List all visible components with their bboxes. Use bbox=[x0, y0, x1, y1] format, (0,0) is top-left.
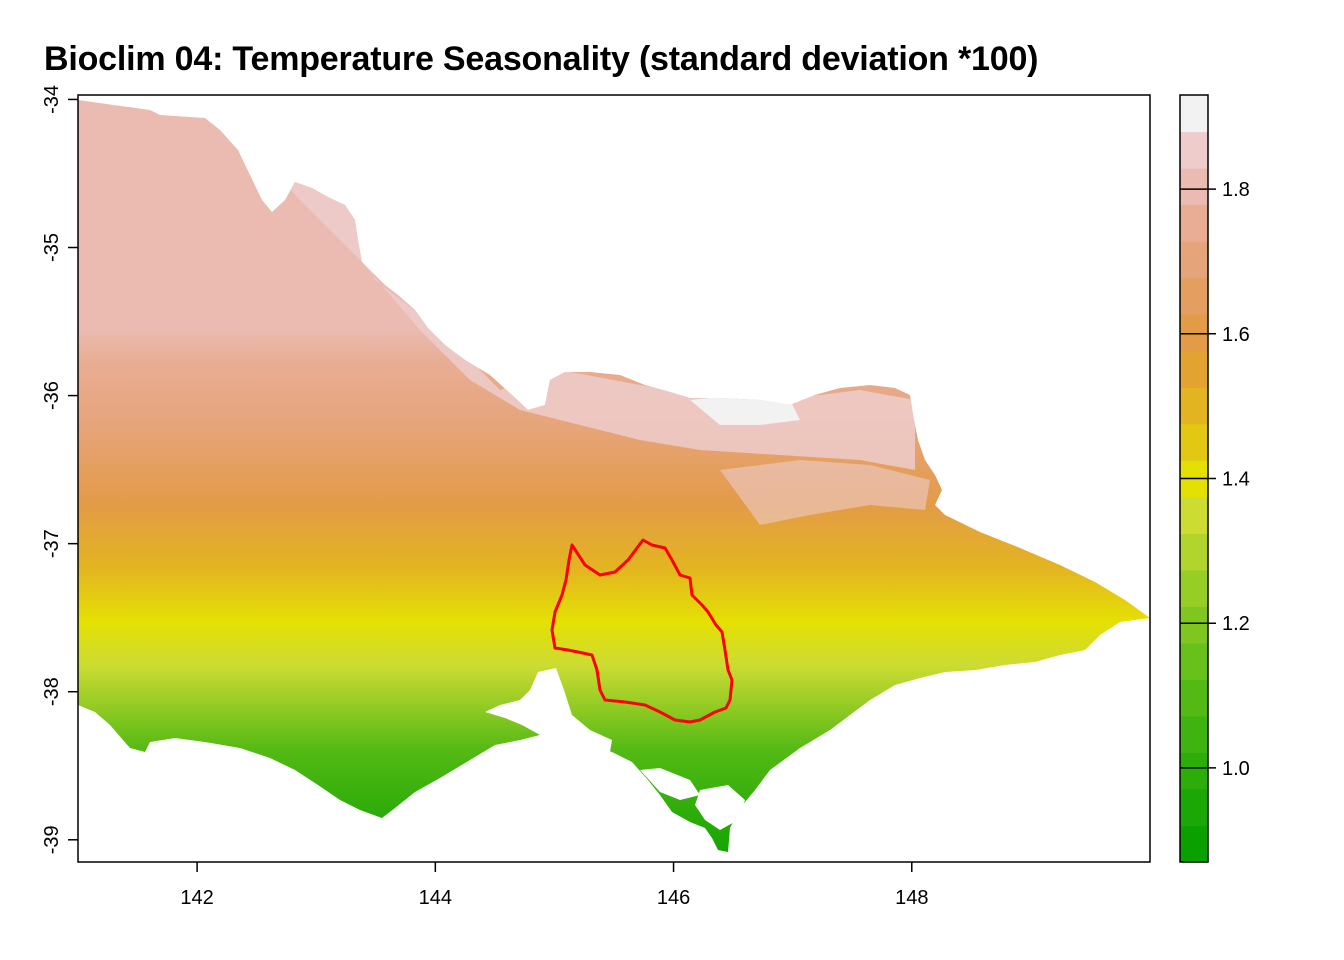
band-white-peak bbox=[690, 395, 800, 425]
legend-swatch bbox=[1180, 752, 1208, 790]
legend-swatch bbox=[1180, 606, 1208, 644]
legend-swatch bbox=[1180, 387, 1208, 425]
legend-swatch bbox=[1180, 642, 1208, 680]
x-tick-label: 146 bbox=[657, 887, 690, 909]
legend-tick-label: 1.4 bbox=[1222, 469, 1250, 491]
y-tick-label: -39 bbox=[41, 825, 63, 854]
y-tick-label: -37 bbox=[41, 529, 63, 558]
phillip-island-gap bbox=[640, 768, 700, 800]
legend-swatch bbox=[1180, 131, 1208, 169]
x-tick-label: 144 bbox=[419, 887, 452, 909]
x-tick-label: 148 bbox=[895, 887, 928, 909]
y-axis: -34 -35 -36 -37 -38 -39 bbox=[41, 85, 78, 854]
legend-swatch bbox=[1180, 533, 1208, 571]
victoria-land-raster bbox=[78, 100, 1150, 852]
x-tick-label: 142 bbox=[180, 887, 213, 909]
legend-tick-label: 1.0 bbox=[1222, 758, 1250, 780]
legend-swatch bbox=[1180, 788, 1208, 827]
legend-tick-label: 1.8 bbox=[1222, 179, 1250, 201]
port-phillip-bay bbox=[485, 668, 612, 756]
legend-tick-label: 1.2 bbox=[1222, 613, 1250, 635]
bay-water bbox=[485, 668, 745, 830]
legend-swatch bbox=[1180, 204, 1208, 242]
plot-frame bbox=[77, 94, 1151, 863]
legend-swatch bbox=[1180, 423, 1208, 461]
legend-swatch bbox=[1180, 825, 1208, 863]
legend-swatch bbox=[1180, 496, 1208, 534]
legend-swatch bbox=[1180, 95, 1208, 133]
y-tick-label: -35 bbox=[41, 233, 63, 262]
plot-border bbox=[77, 94, 1151, 863]
legend-swatch bbox=[1180, 715, 1208, 754]
western-port-bay bbox=[695, 785, 745, 830]
legend-swatch bbox=[1180, 569, 1208, 607]
legend-swatch bbox=[1180, 314, 1208, 352]
color-legend: 1.0 1.2 1.4 1.6 1.8 bbox=[1179, 94, 1250, 863]
legend-swatch bbox=[1180, 168, 1208, 206]
legend-tick-label: 1.6 bbox=[1222, 324, 1250, 346]
band-pale-east bbox=[720, 460, 930, 525]
legend-swatch bbox=[1180, 241, 1208, 279]
legend-swatch bbox=[1180, 277, 1208, 315]
region-outline bbox=[550, 538, 734, 724]
y-tick-label: -38 bbox=[41, 677, 63, 706]
y-tick-label: -34 bbox=[41, 85, 63, 114]
map-title: Bioclim 04: Temperature Seasonality (sta… bbox=[44, 40, 1039, 78]
x-axis: 142 144 146 148 bbox=[180, 862, 928, 909]
raster-layer bbox=[78, 100, 1150, 852]
y-tick-label: -36 bbox=[41, 381, 63, 410]
legend-swatch bbox=[1180, 679, 1208, 717]
legend-swatch bbox=[1180, 350, 1208, 388]
